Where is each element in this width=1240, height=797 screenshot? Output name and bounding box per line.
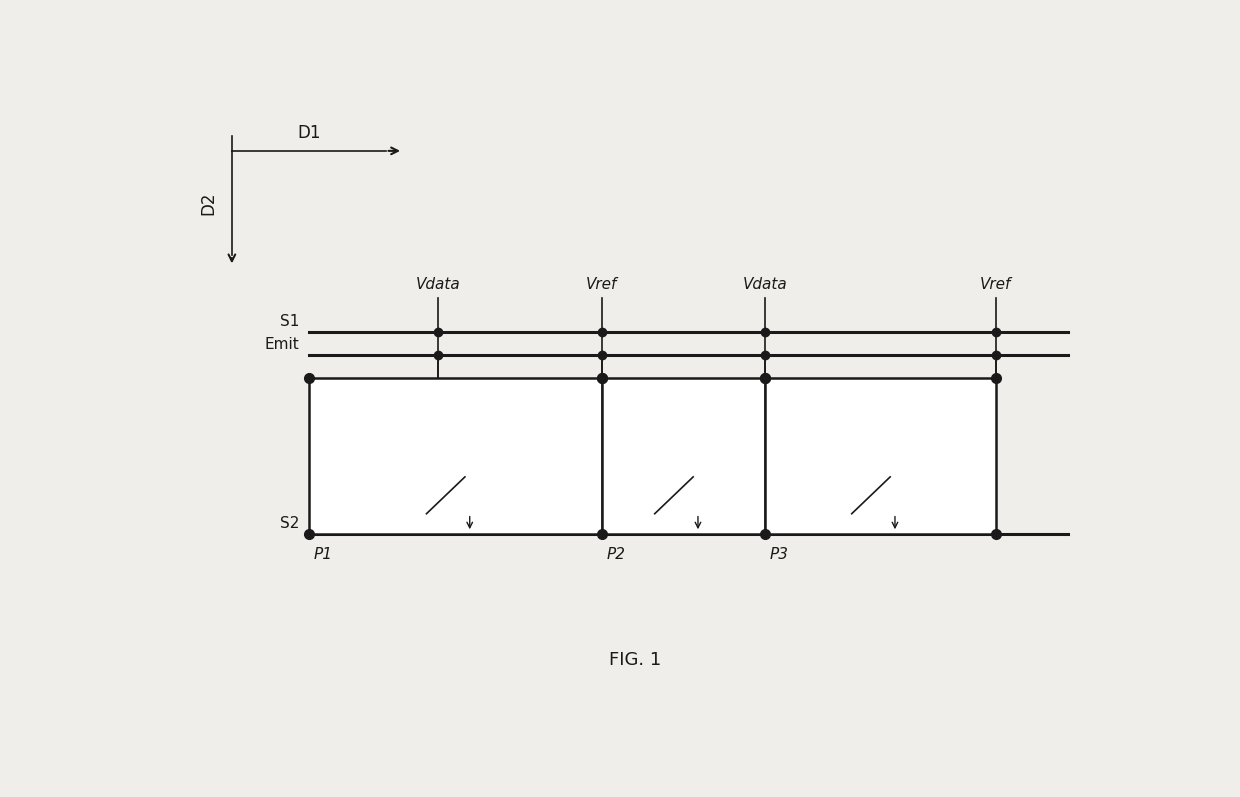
Text: S1: S1 <box>280 314 299 329</box>
Text: S2: S2 <box>280 516 299 532</box>
Text: Emit: Emit <box>264 336 299 351</box>
Text: FIG. 1: FIG. 1 <box>609 651 662 669</box>
Text: Vref: Vref <box>980 277 1012 292</box>
Bar <box>601 378 765 535</box>
Bar <box>765 378 996 535</box>
Text: Vdata: Vdata <box>417 277 461 292</box>
Text: P1: P1 <box>314 547 332 562</box>
Text: D1: D1 <box>298 124 320 142</box>
Text: P2: P2 <box>606 547 626 562</box>
Text: D2: D2 <box>200 191 217 214</box>
Bar <box>309 378 601 535</box>
Text: P3: P3 <box>770 547 789 562</box>
Text: Vdata: Vdata <box>743 277 787 292</box>
Text: Vref: Vref <box>587 277 618 292</box>
